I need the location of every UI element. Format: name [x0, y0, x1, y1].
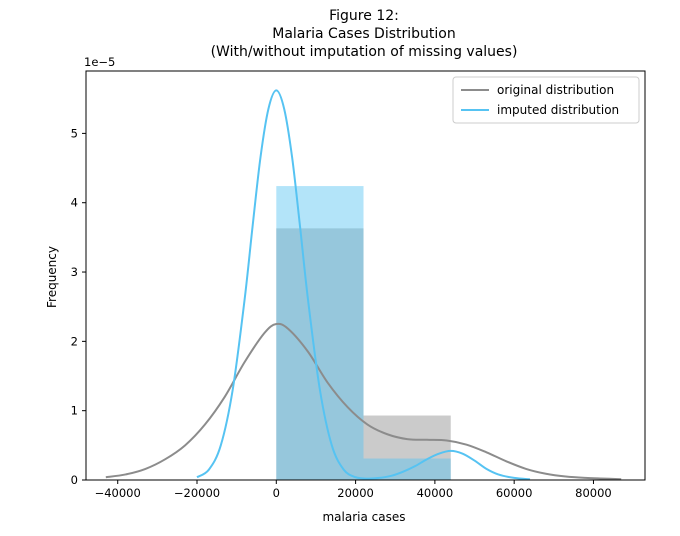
title-line-2: Malaria Cases Distribution	[272, 26, 455, 42]
hist-bar-original-0	[276, 228, 364, 480]
legend: original distribution imputed distributio…	[452, 76, 640, 124]
x-tick-label: 40000	[417, 486, 454, 500]
y-tick-label: 4	[71, 196, 78, 210]
title-line-1: Figure 12:	[329, 8, 399, 24]
y-axis-label: Frequency	[45, 246, 59, 308]
x-tick-label: 20000	[337, 486, 374, 500]
x-tick-label: −20000	[174, 486, 220, 500]
title-line-3: (With/without imputation of missing valu…	[211, 44, 518, 60]
legend-label-original: original distribution	[497, 83, 614, 97]
kde-line-imputed	[196, 89, 531, 481]
x-tick-label: 60000	[496, 486, 533, 500]
kde-curves	[105, 89, 622, 481]
y-tick-label: 3	[71, 265, 78, 279]
x-axis-label: malaria cases	[322, 510, 405, 524]
plot-frame	[85, 70, 646, 481]
y-tick-label: 5	[71, 126, 78, 140]
x-tick-label: −40000	[95, 486, 141, 500]
legend-box	[452, 76, 640, 124]
x-tick-label: 0	[273, 486, 280, 500]
legend-label-imputed: imputed distribution	[497, 103, 619, 117]
hist-bar-imputed-0	[276, 186, 364, 480]
chart-title: Figure 12: Malaria Cases Distribution (W…	[211, 8, 518, 60]
histogram-bars	[276, 186, 451, 480]
y-tick-label: 0	[71, 473, 78, 487]
x-axis-ticks: −40000 −20000 0 20000 40000 60000 80000	[95, 480, 612, 500]
y-offset-label: 1e−5	[84, 55, 115, 69]
y-axis-ticks: 0 1 2 3 4 5	[71, 126, 86, 487]
y-tick-label: 2	[71, 334, 78, 348]
y-tick-label: 1	[71, 404, 78, 418]
x-tick-label: 80000	[575, 486, 612, 500]
kde-line-original	[105, 322, 622, 481]
